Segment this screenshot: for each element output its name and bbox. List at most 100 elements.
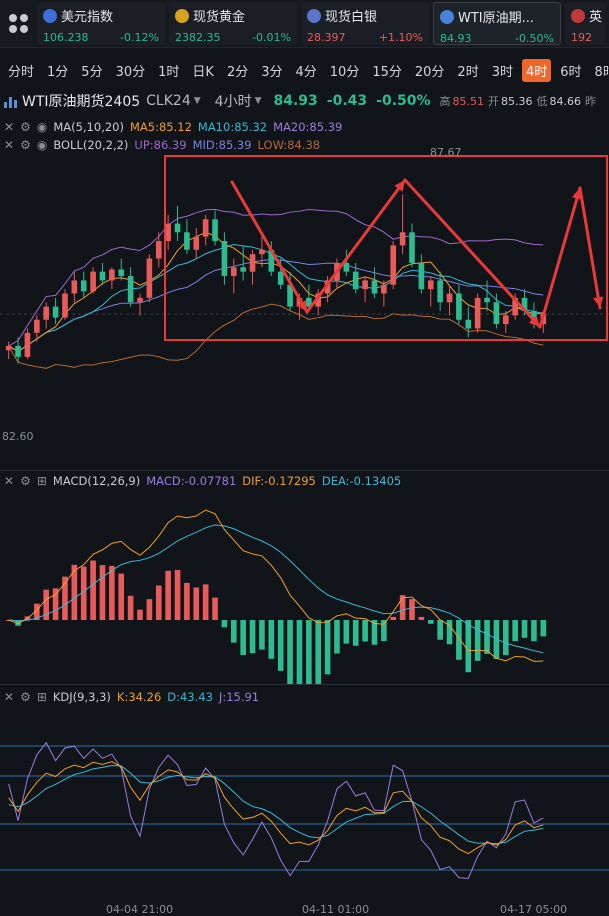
macd-histogram-bar (352, 620, 359, 646)
annotation-box (164, 155, 608, 341)
eye-icon[interactable]: ◉ (36, 138, 48, 152)
annotation-arrow-line (538, 186, 582, 329)
period-tab[interactable]: 30分 (115, 64, 146, 80)
close-icon[interactable]: ✕ (4, 474, 15, 488)
macd-chart[interactable] (0, 492, 609, 684)
macd-histogram-bar (427, 620, 434, 624)
period-tab[interactable]: 10分 (329, 64, 360, 80)
instrument-header: WTI原油期货2405 CLK24 ▼ 4小时 ▼ 84.93 -0.43 -0… (0, 90, 609, 112)
candle-body (174, 223, 181, 233)
kdj-label[interactable]: KDJ(9,3,3) (52, 690, 111, 704)
macd-histogram-bar (446, 620, 453, 645)
candle-body (362, 280, 368, 290)
annotation-arrow-line (230, 180, 309, 314)
high-label: 高 (439, 95, 451, 108)
macd-histogram-bar (521, 620, 528, 638)
candle-body (502, 315, 509, 325)
period-tab[interactable]: 20分 (414, 64, 445, 80)
candle-body (52, 306, 59, 318)
macd-label[interactable]: MACD(12,26,9) (52, 474, 141, 488)
k-line (8, 761, 544, 855)
macd-histogram-bar (221, 620, 228, 628)
close-icon[interactable]: ✕ (4, 690, 15, 704)
settings-icon[interactable]: ⚙ (20, 120, 31, 134)
ticker-card[interactable]: 英 192 (565, 2, 605, 45)
settings-icon[interactable]: ⚙ (20, 690, 31, 704)
ticker-card[interactable]: 现货黄金 2382.35 -0.01% (169, 2, 297, 45)
candle-body (80, 280, 87, 292)
candle-body (212, 219, 218, 242)
candle-body (409, 232, 415, 263)
macd-histogram-bar (343, 620, 350, 644)
period-tab[interactable]: 2时 (457, 64, 479, 80)
period-tab[interactable]: 日K (192, 64, 214, 80)
date-label: 04-04 21:00 (106, 903, 174, 916)
j-value: J:15.91 (218, 690, 260, 704)
period-tab[interactable]: 分时 (8, 64, 35, 80)
us-flag-icon (43, 8, 57, 23)
ticker-card[interactable]: 现货白银 28.397 +1.10% (301, 2, 429, 45)
chevron-down-icon[interactable]: ▼ (254, 96, 262, 106)
candle-body (5, 345, 12, 351)
price-change: -0.43 (326, 93, 368, 109)
instrument-name[interactable]: WTI原油期货2405 (22, 94, 141, 110)
ticker-list: 美元指数 106.238 -0.12% 现货黄金 2382.35 -0.01% 现货白银… (37, 0, 609, 47)
annotation-arrow-head (394, 180, 405, 192)
ticker-price: 2382.35 (175, 31, 221, 44)
period-tab[interactable]: 15分 (372, 64, 402, 80)
macd-histogram-bar (456, 620, 462, 660)
ticker-name: 英 (589, 10, 603, 25)
period-tab[interactable]: 5分 (81, 64, 103, 80)
period-tab[interactable]: 3时 (491, 64, 513, 80)
period-tab[interactable]: 4分 (295, 64, 317, 80)
high-value: 85.51 (452, 94, 485, 108)
low-value: 84.66 (549, 94, 582, 108)
close-icon[interactable]: ✕ (4, 138, 15, 152)
ma10-value: MA10:85.32 (197, 120, 268, 134)
period-tab[interactable]: 4时 (521, 58, 552, 82)
period-tab[interactable]: 1时 (158, 64, 180, 80)
settings-icon[interactable]: ⚙ (20, 474, 31, 488)
candle-body (202, 219, 209, 237)
ticker-name: 美元指数 (61, 10, 114, 25)
ticker-price: 84.93 (440, 32, 472, 45)
settings-icon[interactable]: ⚙ (20, 138, 31, 152)
macd-histogram-bar (493, 620, 500, 659)
close-icon[interactable]: ✕ (4, 120, 15, 134)
candle-body (381, 284, 387, 294)
expand-icon[interactable]: ⊞ (36, 474, 47, 488)
eye-icon[interactable]: ◉ (36, 120, 48, 134)
chevron-down-icon[interactable]: ▼ (193, 96, 201, 106)
period-tab[interactable]: 1分 (47, 64, 69, 80)
ma-label[interactable]: MA(5,10,20) (53, 120, 124, 134)
macd-histogram-bar (80, 566, 87, 620)
macd-histogram-bar (390, 616, 397, 620)
price-chart[interactable] (0, 152, 609, 470)
candle-body (165, 223, 171, 242)
period-tab[interactable]: 6时 (560, 64, 582, 80)
open-label: 开 (488, 95, 500, 108)
period-tab[interactable]: 3分 (261, 64, 283, 80)
ticker-card[interactable]: 美元指数 106.238 -0.12% (37, 2, 165, 45)
kdj-indicator-line: ✕ ⚙ ⊞ KDJ(9,3,3) K:34.26 D:43.43 J:15.91 (0, 690, 259, 704)
candle-body (521, 297, 528, 311)
pane-divider[interactable] (0, 684, 609, 685)
period-tab[interactable]: 2分 (226, 64, 249, 80)
interval-selector[interactable]: 4小时 (214, 94, 252, 110)
candle-body (427, 280, 434, 290)
period-tab[interactable]: 8时 (594, 64, 609, 80)
macd-histogram-bar (437, 620, 443, 640)
expand-icon[interactable]: ⊞ (36, 690, 47, 704)
macd-histogram-bar (137, 609, 143, 620)
candle-body (62, 293, 68, 318)
boll-indicator-line: ✕ ⚙ ◉ BOLL(20,2,2) UP:86.39 MID:85.39 LO… (0, 138, 320, 152)
boll-label[interactable]: BOLL(20,2,2) (53, 138, 129, 152)
app-menu-icon[interactable] (0, 0, 37, 47)
pane-divider[interactable] (0, 470, 609, 471)
instrument-code[interactable]: CLK24 (146, 93, 191, 109)
macd-histogram-bar (474, 620, 481, 661)
candle-body (465, 319, 472, 329)
kdj-chart[interactable] (0, 706, 609, 902)
ticker-card[interactable]: WTI原油期... 84.93 -0.50% (433, 2, 561, 45)
ma20-value: MA20:85.39 (273, 120, 343, 134)
